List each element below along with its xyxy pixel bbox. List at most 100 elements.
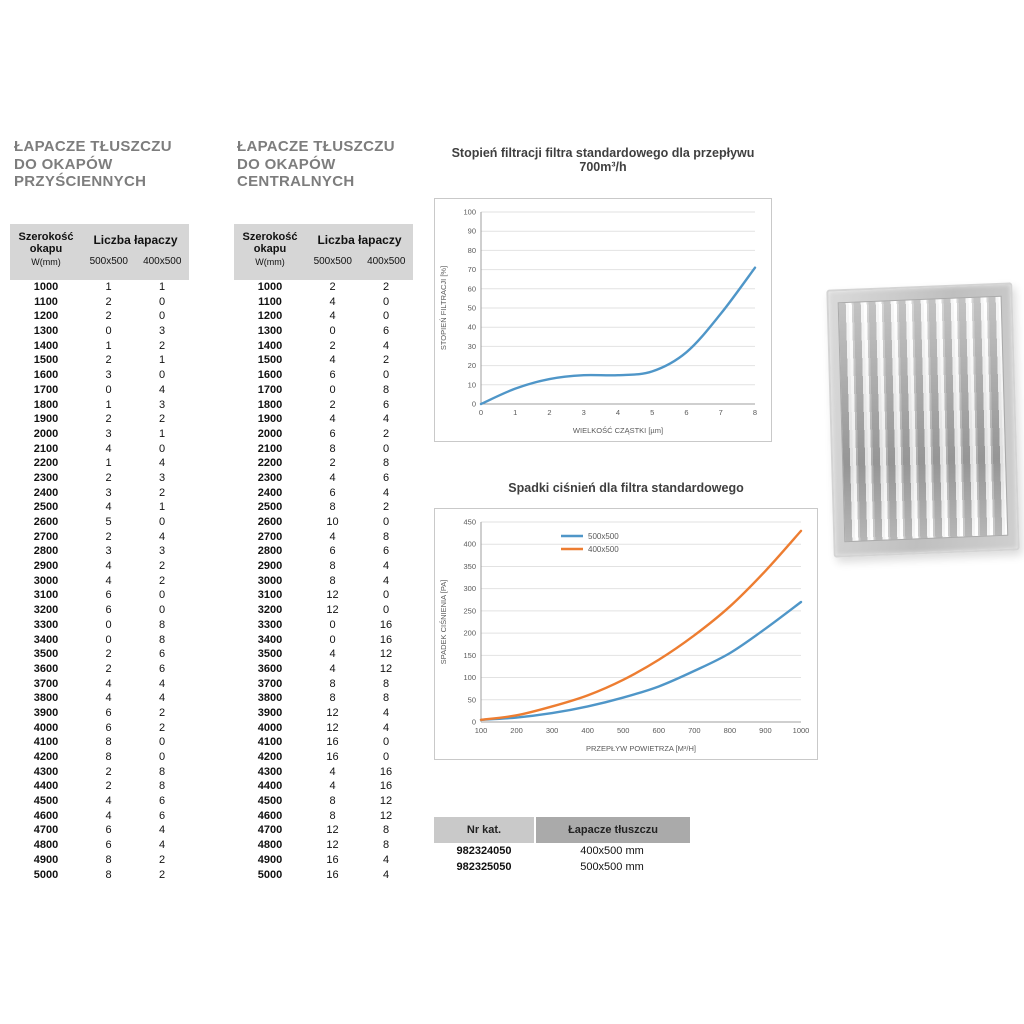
table-cell: 2200 (257, 457, 283, 470)
table-cell: 8 (329, 442, 336, 455)
table-cell: 3200 (33, 604, 59, 617)
svg-text:80: 80 (468, 246, 476, 255)
table-row: 4400 2 8 (10, 779, 189, 794)
table-cell: 6 (105, 604, 112, 617)
table-row: 3900 6 2 (10, 706, 189, 721)
table-cell: 1100 (34, 295, 58, 308)
table-row: 4800 12 8 (234, 838, 413, 853)
table-row: 3300 0 16 (234, 618, 413, 633)
table-header: Szerokość okapu W(mm) Liczba łapaczy 500… (10, 224, 189, 280)
filtration-chart-figure: Stopień filtracji filtra standardowego d… (434, 146, 772, 442)
table-cell: 2 (105, 765, 112, 778)
svg-text:50: 50 (468, 304, 476, 313)
svg-text:20: 20 (468, 361, 476, 370)
table-cell: 8 (329, 692, 336, 705)
table-row: 4500 8 12 (234, 794, 413, 809)
svg-text:400: 400 (581, 726, 594, 735)
pressure-drop-chart-svg: 0 50 100 150 200 250 300 350 400 450 100 200 300 400 5… (439, 518, 809, 754)
table-cell: 0 (382, 442, 390, 455)
table-cell: 2400 (257, 486, 283, 499)
title-line: PRZYŚCIENNYCH (14, 173, 147, 190)
table-row: 2400 6 4 (234, 486, 413, 501)
table-cell: 2700 (257, 530, 283, 543)
table-cell: 6 (382, 398, 390, 411)
table-cell: 4 (382, 486, 390, 499)
table-cell: 1600 (257, 369, 283, 382)
table-row: 4000 12 4 (234, 721, 413, 736)
table-cell: 1300 (257, 325, 283, 338)
svg-text:800: 800 (724, 726, 737, 735)
col-500x500-label: 500x500 (89, 256, 128, 267)
group-label: Liczba łapaczy (93, 233, 178, 247)
svg-text:1: 1 (513, 408, 517, 417)
table-row: 2500 4 1 (10, 500, 189, 515)
table-cell: 16 (379, 780, 393, 793)
table-cell: 4 (329, 662, 336, 675)
table-cell: 6 (158, 795, 166, 808)
table-row: 4200 8 0 (10, 750, 189, 765)
table-row: 1900 2 2 (10, 412, 189, 427)
table-row: 3600 4 12 (234, 662, 413, 677)
table-row: 982325050 500x500 mm (434, 859, 690, 875)
table-row: 1200 4 0 (234, 309, 413, 324)
table-row: 3700 4 4 (10, 677, 189, 692)
group-label: Liczba łapaczy (317, 233, 402, 247)
table-row: 2600 5 0 (10, 515, 189, 530)
svg-text:3: 3 (582, 408, 586, 417)
table-cell: 0 (329, 618, 336, 631)
table-cell: 8 (382, 839, 390, 852)
table-cell: 4 (329, 530, 336, 543)
table-row: 2600 10 0 (234, 515, 413, 530)
table-row: 3500 4 12 (234, 647, 413, 662)
table-cell: 0 (158, 604, 166, 617)
filtration-chart-svg: 0 10 20 30 40 50 60 70 80 90 100 0 1 2 3 4 5 6 7 8 WIELKOŚĆ … (439, 208, 757, 436)
table-cell: 3000 (257, 574, 283, 587)
table-cell: 8 (382, 383, 390, 396)
table-cell: 3500 (257, 648, 283, 661)
svg-text:100: 100 (463, 673, 476, 682)
table-cell: 2000 (257, 427, 283, 440)
table-cell: 4 (382, 560, 390, 573)
table-cell: 4100 (33, 736, 59, 749)
table-cell: 4 (382, 574, 390, 587)
table-cell: 4 (329, 310, 336, 323)
table-cell: 3300 (257, 618, 283, 631)
catalog-number-header: Nr kat. (434, 817, 534, 843)
table-cell: 10 (326, 516, 339, 528)
table-cell: 4 (382, 868, 390, 881)
hood-width-column-header: Szerokość okapu W(mm) (234, 224, 306, 280)
table-cell: 5 (105, 516, 112, 528)
table-cell: 4 (329, 765, 336, 778)
table-row: 1300 0 6 (234, 324, 413, 339)
table-row: 1800 1 3 (10, 398, 189, 413)
table-row: 4500 4 6 (10, 794, 189, 809)
table-cell: 2 (105, 310, 112, 323)
table-cell: 8 (105, 868, 112, 881)
pressure-drop-chart-figure: Spadki ciśnień dla filtra standardowego … (434, 481, 818, 760)
svg-text:900: 900 (759, 726, 772, 735)
table-cell: 2 (382, 281, 390, 293)
table-cell: 0 (158, 310, 166, 323)
header-label: okapu (253, 243, 287, 255)
table-cell: 4 (382, 853, 390, 866)
svg-text:30: 30 (468, 342, 476, 351)
table-row: 3400 0 8 (10, 633, 189, 648)
table-cell: 2600 (33, 516, 59, 528)
table-cell: 982324050 (456, 845, 512, 857)
table-cell: 0 (158, 516, 166, 528)
table-cell: 4 (382, 721, 390, 734)
table-cell: 0 (105, 633, 112, 646)
table-cell: 2800 (257, 545, 283, 558)
table-row: 1900 4 4 (234, 412, 413, 427)
table-cell: 12 (326, 604, 339, 617)
table-cell: 8 (382, 824, 390, 837)
table-row: 3800 8 8 (234, 691, 413, 706)
table-cell: 3 (105, 427, 112, 440)
table-cell: 3 (158, 471, 166, 484)
table-cell: 4 (158, 457, 166, 470)
table-cell: 0 (382, 736, 390, 749)
svg-text:PRZEPŁYW POWIETRZA [M³/H]: PRZEPŁYW POWIETRZA [M³/H] (586, 744, 696, 753)
table-cell: 2100 (33, 442, 59, 455)
table-cell: 4 (105, 501, 112, 514)
